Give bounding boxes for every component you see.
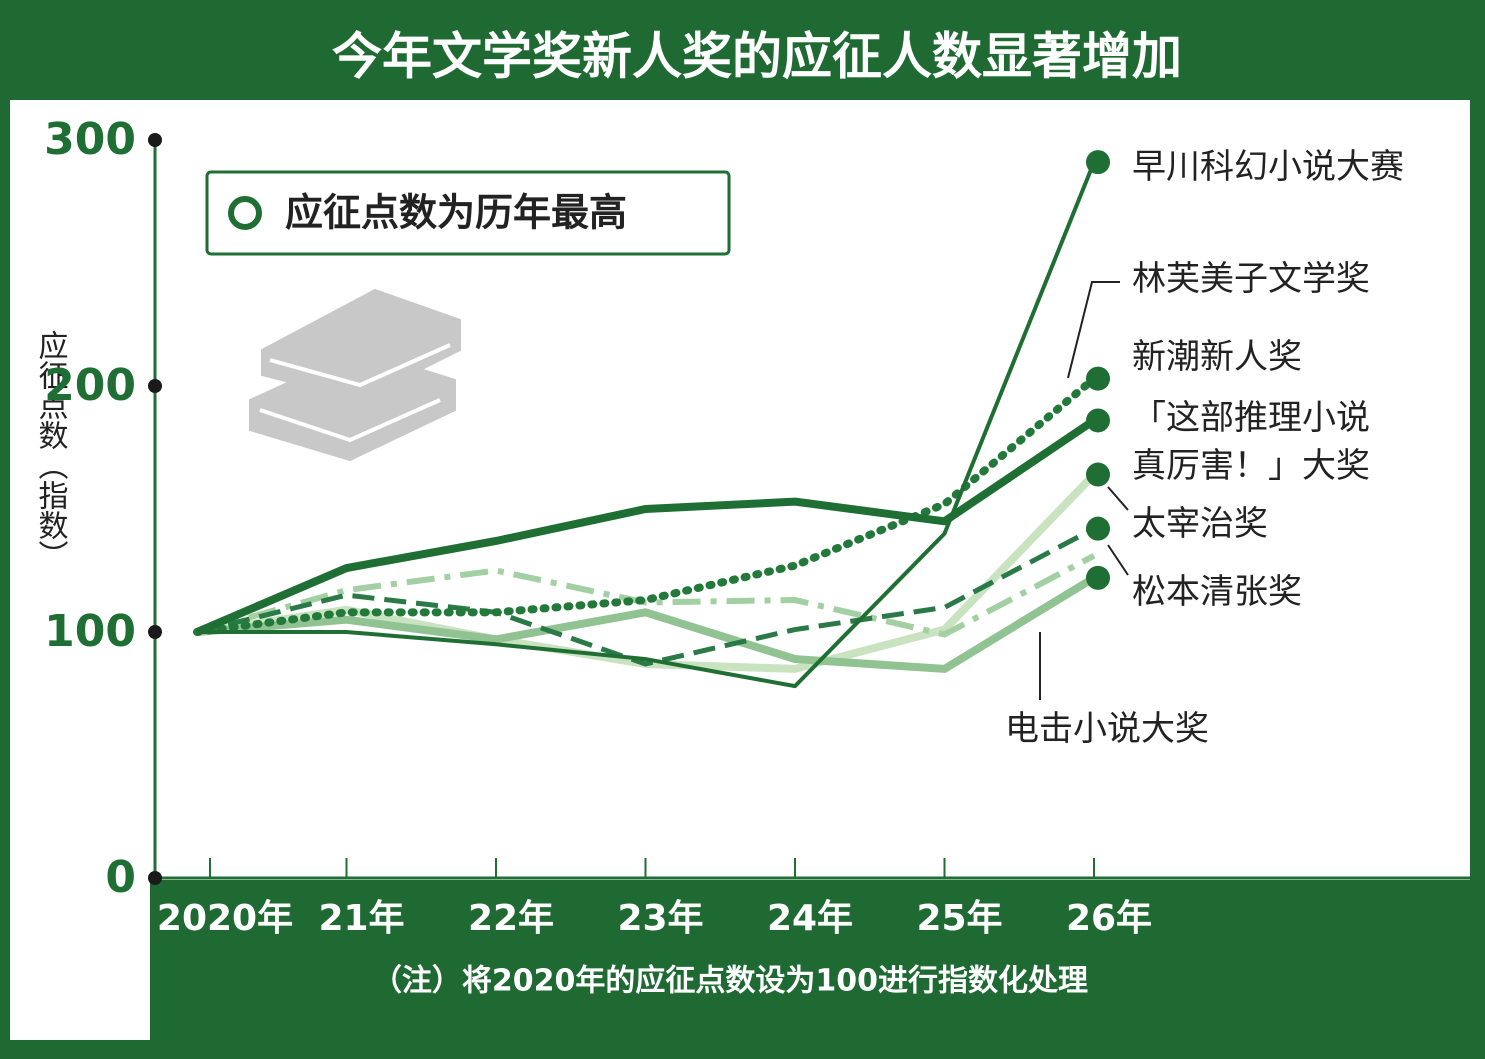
x-tick-label: 21年 — [318, 898, 404, 939]
plot-bg-left — [10, 870, 150, 1040]
y-tick — [148, 625, 162, 639]
label-5: 松本清张奖 — [1132, 572, 1302, 612]
label-1: 林芙美子文学奖 — [1132, 259, 1370, 299]
x-tick-label: 22年 — [468, 898, 554, 939]
label-3: 「这部推理小说真厉害！」大奖 — [1132, 398, 1370, 486]
record-marker — [1086, 516, 1110, 541]
record-marker — [1086, 565, 1110, 590]
series-line — [196, 553, 1096, 638]
x-tick-label: 2020年 — [157, 898, 293, 939]
label-4: 太宰治奖 — [1132, 504, 1268, 544]
y-tick-label: 300 — [44, 114, 136, 165]
y-tick-label: 200 — [44, 360, 136, 411]
label-6: 电击小说大奖 — [1005, 709, 1209, 749]
chart-title: 今年文学奖新人奖的应征人数显著增加 — [332, 28, 1182, 86]
series-line — [196, 574, 1097, 673]
y-tick — [148, 133, 162, 147]
record-marker — [1086, 150, 1110, 175]
note: （注）将2020年的应征点数设为100进行指数化处理 — [372, 964, 1088, 999]
x-tick-label: 24年 — [767, 898, 853, 939]
y-tick — [148, 379, 162, 393]
y-tick-label: 100 — [44, 606, 136, 657]
y-tick — [148, 871, 162, 885]
book-icon — [249, 288, 461, 462]
y-axis-label: 应征点数（指数） — [33, 330, 69, 570]
leaders — [1039, 281, 1129, 700]
label-2: 新潮新人奖 — [1132, 337, 1302, 377]
series-line — [196, 526, 1096, 667]
y-tick-label: 0 — [105, 852, 136, 903]
record-marker — [1086, 462, 1110, 487]
series-line — [195, 417, 1097, 636]
legend-marker — [228, 196, 262, 230]
series-line — [193, 374, 1098, 636]
series-line — [197, 161, 1096, 689]
x-tick-label: 26年 — [1066, 898, 1152, 939]
x-tick-label: 23年 — [617, 898, 703, 939]
legend-box — [205, 170, 731, 256]
record-marker — [1086, 366, 1110, 391]
record-marker — [1086, 408, 1110, 433]
label-0: 早川科幻小说大赛 — [1132, 147, 1404, 187]
legend-text: 应征点数为历年最高 — [285, 191, 627, 235]
x-tick-label: 25年 — [916, 898, 1002, 939]
